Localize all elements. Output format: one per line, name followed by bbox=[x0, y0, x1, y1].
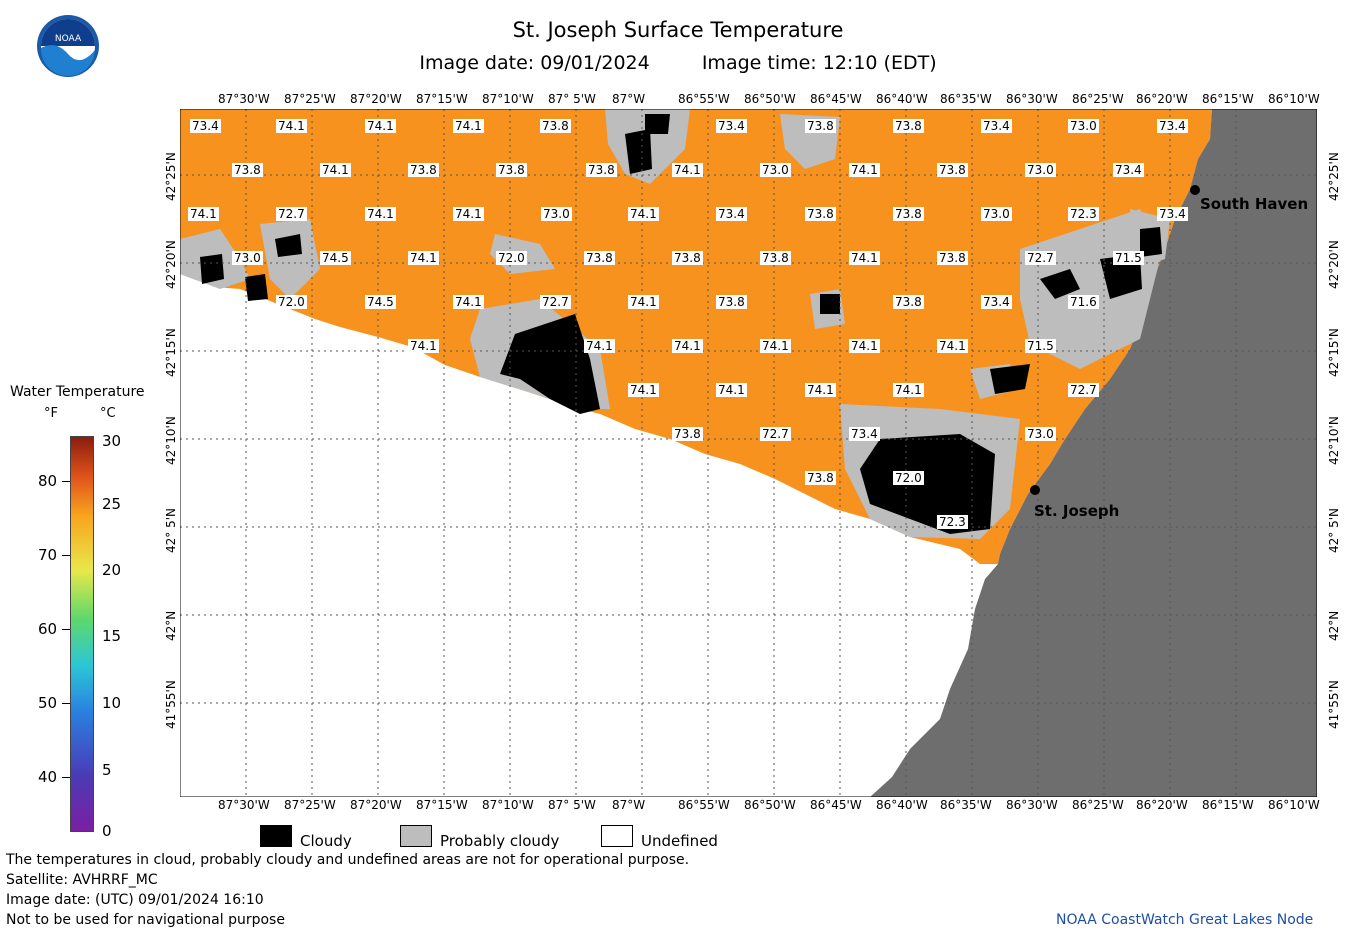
unit-c: °C bbox=[100, 406, 116, 421]
f-label-50: 50 bbox=[38, 694, 58, 712]
credit-label: NOAA CoastWatch Great Lakes Node bbox=[1056, 912, 1314, 928]
lon-tick-label: 86°45'W bbox=[810, 92, 862, 106]
lon-tick-label: 86°10'W bbox=[1268, 92, 1320, 106]
lon-tick-label: 86°30'W bbox=[1006, 798, 1058, 812]
legend-undefined-swatch bbox=[601, 825, 633, 847]
lon-tick-label: 87°20'W bbox=[350, 798, 402, 812]
navigation-warning: Not to be used for navigational purpose bbox=[6, 912, 285, 928]
c-label-5: 5 bbox=[102, 761, 112, 779]
place-south-haven: South Haven bbox=[1200, 195, 1309, 213]
legend-probably-cloudy-label: Probably cloudy bbox=[440, 832, 560, 850]
lon-tick-label: 87°15'W bbox=[416, 92, 468, 106]
lon-tick-label: 87°W bbox=[612, 798, 646, 812]
image-date-label: Image date: 09/01/2024 bbox=[419, 52, 650, 74]
lat-tick-label: 41°55'N bbox=[1327, 680, 1341, 729]
lon-tick-label: 86°50'W bbox=[744, 798, 796, 812]
lon-tick-label: 87° 5'W bbox=[548, 798, 596, 812]
lon-tick-label: 87°10'W bbox=[482, 798, 534, 812]
cloudy-areas bbox=[200, 114, 1162, 534]
lat-tick-label: 42°15'N bbox=[164, 328, 178, 377]
f-label-60: 60 bbox=[38, 620, 58, 638]
image-time-label: Image time: 12:10 (EDT) bbox=[701, 52, 937, 74]
lon-ticks-top: 87°30'W 87°25'W 87°20'W 87°15'W 87°10'W 87° 5… bbox=[0, 92, 1356, 108]
c-label-25: 25 bbox=[102, 495, 122, 513]
lat-tick-label: 42°20'N bbox=[164, 240, 178, 289]
legend-probably-cloudy-swatch bbox=[400, 825, 432, 847]
lon-tick-label: 86°20'W bbox=[1136, 798, 1188, 812]
lat-tick-label: 42°20'N bbox=[1327, 240, 1341, 289]
lon-tick-label: 86°15'W bbox=[1202, 798, 1254, 812]
colorbar-title: Water Temperature bbox=[10, 384, 145, 400]
image-date-time: Image date: 09/01/2024 Image time: 12:10… bbox=[0, 52, 1356, 74]
lon-tick-label: 86°45'W bbox=[810, 798, 862, 812]
lat-tick-label: 42° 5'N bbox=[164, 508, 178, 553]
lon-tick-label: 86°50'W bbox=[744, 92, 796, 106]
lon-tick-label: 87°30'W bbox=[218, 798, 270, 812]
lon-tick-label: 86°25'W bbox=[1072, 92, 1124, 106]
lon-tick-label: 87°30'W bbox=[218, 92, 270, 106]
lat-tick-label: 42° 5'N bbox=[1327, 508, 1341, 553]
land-area bbox=[870, 109, 1317, 797]
utc-date-label: Image date: (UTC) 09/01/2024 16:10 bbox=[6, 892, 264, 908]
lon-tick-label: 87°25'W bbox=[284, 798, 336, 812]
f-label-80: 80 bbox=[38, 472, 58, 490]
graticule bbox=[180, 109, 1317, 797]
lon-tick-label: 87°15'W bbox=[416, 798, 468, 812]
f-tick-80 bbox=[62, 481, 70, 482]
place-st-joseph: St. Joseph bbox=[1034, 502, 1120, 520]
lat-tick-label: 42°10'N bbox=[1327, 416, 1341, 465]
lon-tick-label: 86°30'W bbox=[1006, 92, 1058, 106]
lon-tick-label: 86°10'W bbox=[1268, 798, 1320, 812]
lon-tick-label: 87°10'W bbox=[482, 92, 534, 106]
unit-f: °F bbox=[44, 406, 58, 421]
lon-tick-label: 87°25'W bbox=[284, 92, 336, 106]
lon-tick-label: 87°W bbox=[612, 92, 646, 106]
c-label-30: 30 bbox=[102, 432, 122, 450]
map-title: St. Joseph Surface Temperature bbox=[512, 18, 844, 42]
f-tick-40 bbox=[62, 777, 70, 778]
st-joseph-marker bbox=[1030, 485, 1040, 495]
lon-tick-label: 86°55'W bbox=[678, 798, 730, 812]
lat-tick-label: 41°55'N bbox=[164, 680, 178, 729]
lat-tick-label: 42°N bbox=[1327, 610, 1341, 641]
legend-cloudy-label: Cloudy bbox=[300, 832, 352, 850]
sst-map bbox=[180, 109, 1317, 797]
south-haven-marker bbox=[1190, 185, 1200, 195]
lat-tick-label: 42°25'N bbox=[1327, 152, 1341, 201]
c-label-20: 20 bbox=[102, 561, 122, 579]
lon-tick-label: 86°55'W bbox=[678, 92, 730, 106]
operational-note: The temperatures in cloud, probably clou… bbox=[6, 852, 690, 868]
lon-tick-label: 86°35'W bbox=[940, 798, 992, 812]
satellite-label: Satellite: AVHRRF_MC bbox=[6, 872, 158, 888]
c-label-0: 0 bbox=[102, 822, 112, 840]
lon-tick-label: 86°20'W bbox=[1136, 92, 1188, 106]
svg-text:NOAA: NOAA bbox=[55, 34, 82, 44]
lon-tick-label: 86°25'W bbox=[1072, 798, 1124, 812]
lon-tick-label: 86°40'W bbox=[876, 92, 928, 106]
f-tick-70 bbox=[62, 555, 70, 556]
colorbar bbox=[70, 436, 94, 832]
lon-tick-label: 87° 5'W bbox=[548, 92, 596, 106]
lat-tick-label: 42°25'N bbox=[164, 152, 178, 201]
lon-tick-label: 87°20'W bbox=[350, 92, 402, 106]
colorbar-ticks-left bbox=[62, 436, 70, 830]
lat-ticks-right: 42°25'N 42°20'N 42°15'N 42°10'N 42° 5'N 42°N 4… bbox=[1317, 0, 1356, 937]
legend-undefined-label: Undefined bbox=[641, 832, 718, 850]
f-label-70: 70 bbox=[38, 546, 58, 564]
lat-tick-label: 42°15'N bbox=[1327, 328, 1341, 377]
lat-tick-label: 42°N bbox=[164, 610, 178, 641]
f-tick-60 bbox=[62, 629, 70, 630]
lat-ticks-left: 42°25'N 42°20'N 42°15'N 42°10'N 42° 5'N 42°N 4… bbox=[0, 0, 180, 937]
f-tick-50 bbox=[62, 703, 70, 704]
lon-tick-label: 86°15'W bbox=[1202, 92, 1254, 106]
f-label-40: 40 bbox=[38, 768, 58, 786]
noaa-logo: NOAA bbox=[37, 15, 99, 77]
lon-tick-label: 86°35'W bbox=[940, 92, 992, 106]
legend-cloudy-swatch bbox=[260, 825, 292, 847]
c-label-15: 15 bbox=[102, 627, 122, 645]
lon-ticks-bottom: 87°30'W 87°25'W 87°20'W 87°15'W 87°10'W 87° 5… bbox=[0, 798, 1356, 814]
c-label-10: 10 bbox=[102, 694, 122, 712]
lon-tick-label: 86°40'W bbox=[876, 798, 928, 812]
lat-tick-label: 42°10'N bbox=[164, 416, 178, 465]
